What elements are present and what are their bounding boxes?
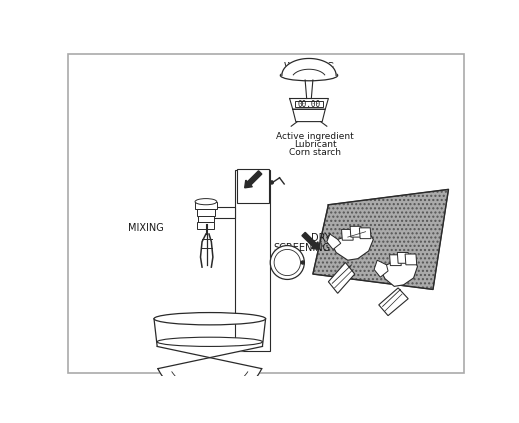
Circle shape xyxy=(207,415,212,421)
Bar xyxy=(198,216,214,222)
Polygon shape xyxy=(327,234,341,250)
Bar xyxy=(237,169,269,203)
Polygon shape xyxy=(329,263,354,293)
Circle shape xyxy=(301,261,304,264)
Ellipse shape xyxy=(280,70,338,81)
Text: WEIGHING: WEIGHING xyxy=(283,62,335,72)
Text: SCREENING: SCREENING xyxy=(274,243,331,253)
Circle shape xyxy=(204,413,215,423)
Bar xyxy=(295,101,323,107)
Polygon shape xyxy=(379,288,408,316)
FancyArrow shape xyxy=(302,232,319,250)
Polygon shape xyxy=(293,109,325,121)
Ellipse shape xyxy=(154,313,266,325)
Bar xyxy=(198,207,236,218)
Polygon shape xyxy=(350,226,362,237)
Bar xyxy=(236,170,270,351)
Polygon shape xyxy=(157,346,263,399)
Text: MIXING: MIXING xyxy=(128,223,163,233)
Text: DRY: DRY xyxy=(311,233,331,243)
Text: Active ingredient: Active ingredient xyxy=(276,132,354,141)
Polygon shape xyxy=(380,255,417,286)
Bar xyxy=(197,209,215,216)
Bar xyxy=(197,222,214,228)
Text: Lubricant: Lubricant xyxy=(294,140,336,149)
Bar xyxy=(195,202,217,209)
Text: Corn starch: Corn starch xyxy=(289,148,341,157)
Polygon shape xyxy=(359,228,371,239)
Circle shape xyxy=(274,250,301,276)
Polygon shape xyxy=(405,254,417,265)
Circle shape xyxy=(270,181,274,184)
Text: 00.00: 00.00 xyxy=(297,100,321,109)
FancyArrow shape xyxy=(244,171,262,188)
Circle shape xyxy=(270,246,304,280)
Polygon shape xyxy=(282,58,336,75)
Polygon shape xyxy=(290,99,329,109)
Ellipse shape xyxy=(195,199,217,205)
Polygon shape xyxy=(390,255,401,266)
Polygon shape xyxy=(342,229,353,240)
Polygon shape xyxy=(332,229,373,260)
Polygon shape xyxy=(398,253,409,263)
Ellipse shape xyxy=(157,337,263,346)
Polygon shape xyxy=(313,190,448,289)
Polygon shape xyxy=(374,260,388,277)
